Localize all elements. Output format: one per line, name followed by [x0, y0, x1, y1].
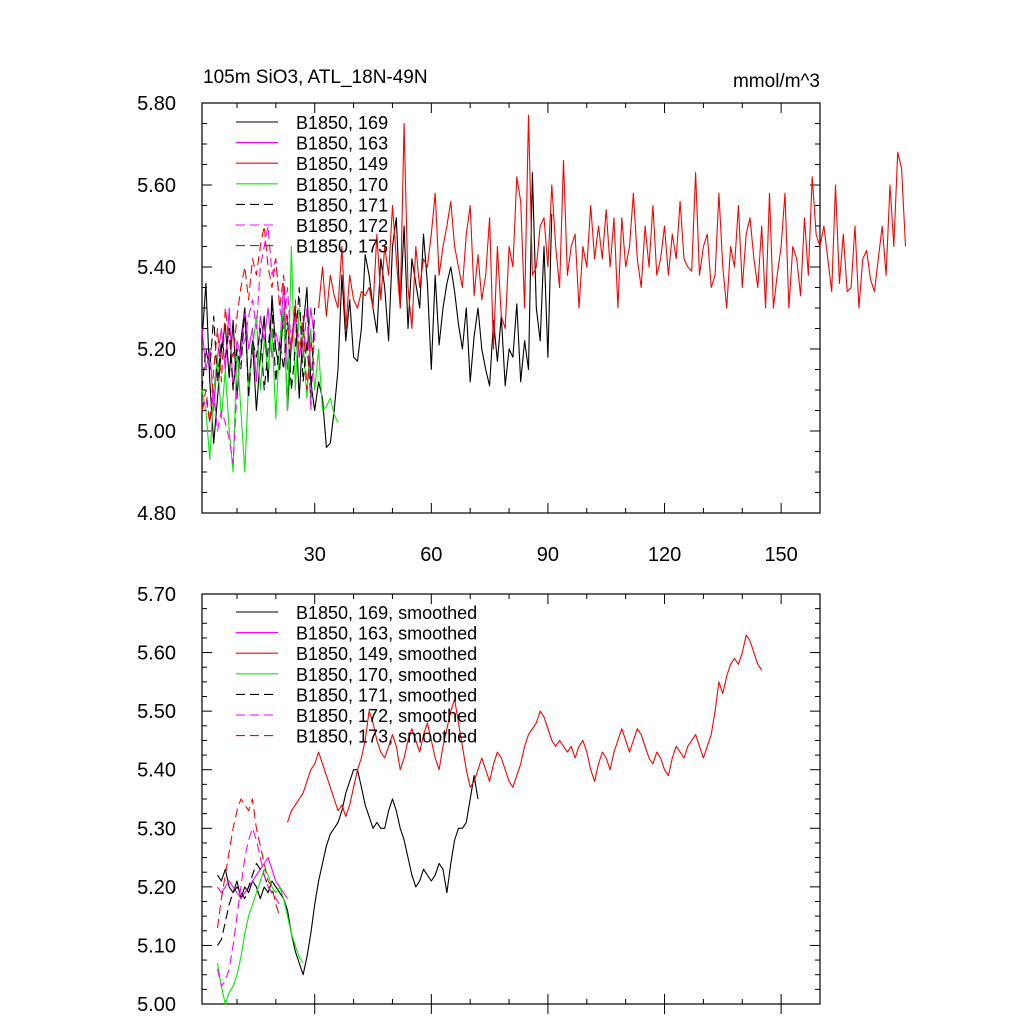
legend-entry: B1850, 170, smoothed	[296, 665, 477, 685]
y-tick-label: 5.20	[137, 339, 176, 361]
legend-entry: B1850, 163	[296, 134, 388, 154]
bottom-series-lines	[216, 634, 763, 1005]
legend-entry: B1850, 172, smoothed	[296, 706, 477, 726]
y-tick-label: 5.60	[137, 175, 176, 197]
legend-entry: B1850, 169, smoothed	[296, 603, 477, 623]
series-line-4	[217, 862, 277, 946]
legend-entry: B1850, 163, smoothed	[296, 624, 477, 644]
top-panel: 105m SiO3, ATL_18N-49N mmol/m^3 4.80 5.00…	[137, 67, 907, 566]
legend-entry: B1850, 171, smoothed	[296, 685, 477, 705]
y-tick-label: 5.70	[137, 584, 176, 606]
y-tick-label: 5.40	[137, 760, 176, 782]
y-tick-label: 5.20	[137, 877, 176, 899]
x-tick-label: 120	[648, 544, 681, 566]
top-chart-units: mmol/m^3	[733, 71, 820, 92]
series-line-3	[216, 868, 304, 1005]
series-line-0	[201, 172, 553, 448]
x-tick-label: 150	[764, 544, 797, 566]
legend-entry: B1850, 173	[296, 237, 388, 257]
x-tick-label: 90	[537, 544, 559, 566]
legend-entry: B1850, 149	[296, 154, 388, 174]
y-tick-label: 5.00	[137, 994, 176, 1016]
series-line-2	[318, 114, 907, 350]
series-line-5	[201, 225, 316, 465]
legend-entry: B1850, 169	[296, 113, 388, 133]
y-tick-label: 5.00	[137, 421, 176, 443]
x-tick-label: 30	[304, 544, 326, 566]
top-chart-title: 105m SiO3, ATL_18N-49N	[203, 67, 428, 88]
y-tick-label: 4.80	[137, 503, 176, 525]
series-line-2	[286, 634, 763, 823]
series-line-6	[201, 225, 316, 424]
series-line-1	[217, 857, 288, 900]
series-line-5	[216, 827, 281, 987]
bottom-axis-ticks: 5.00 5.10 5.20 5.30 5.40 5.50 5.60 5.70	[137, 584, 820, 1016]
series-line-6	[216, 798, 281, 928]
legend-entry: B1850, 172	[296, 216, 388, 236]
bottom-panel: 5.00 5.10 5.20 5.30 5.40 5.50 5.60 5.70 B1850, …	[137, 584, 821, 1016]
series-line-4	[201, 286, 316, 399]
x-tick-label: 60	[420, 544, 442, 566]
y-tick-label: 5.30	[137, 818, 176, 840]
top-series-lines	[201, 114, 907, 473]
y-tick-label: 5.40	[137, 257, 176, 279]
legend-entry: B1850, 170	[296, 175, 388, 195]
y-tick-label: 5.80	[137, 93, 176, 115]
legend-entry: B1850, 171	[296, 195, 388, 215]
series-line-3	[201, 245, 339, 473]
legend-entry: B1850, 173, smoothed	[296, 727, 477, 747]
legend-entry: B1850, 149, smoothed	[296, 644, 477, 664]
y-tick-label: 5.10	[137, 935, 176, 957]
y-tick-label: 5.60	[137, 643, 176, 665]
y-tick-label: 5.50	[137, 701, 176, 723]
top-axis-ticks: 4.80 5.00 5.20 5.40 5.60 5.80 30 60 90 120 150	[137, 93, 820, 566]
series-line-0	[217, 769, 479, 976]
